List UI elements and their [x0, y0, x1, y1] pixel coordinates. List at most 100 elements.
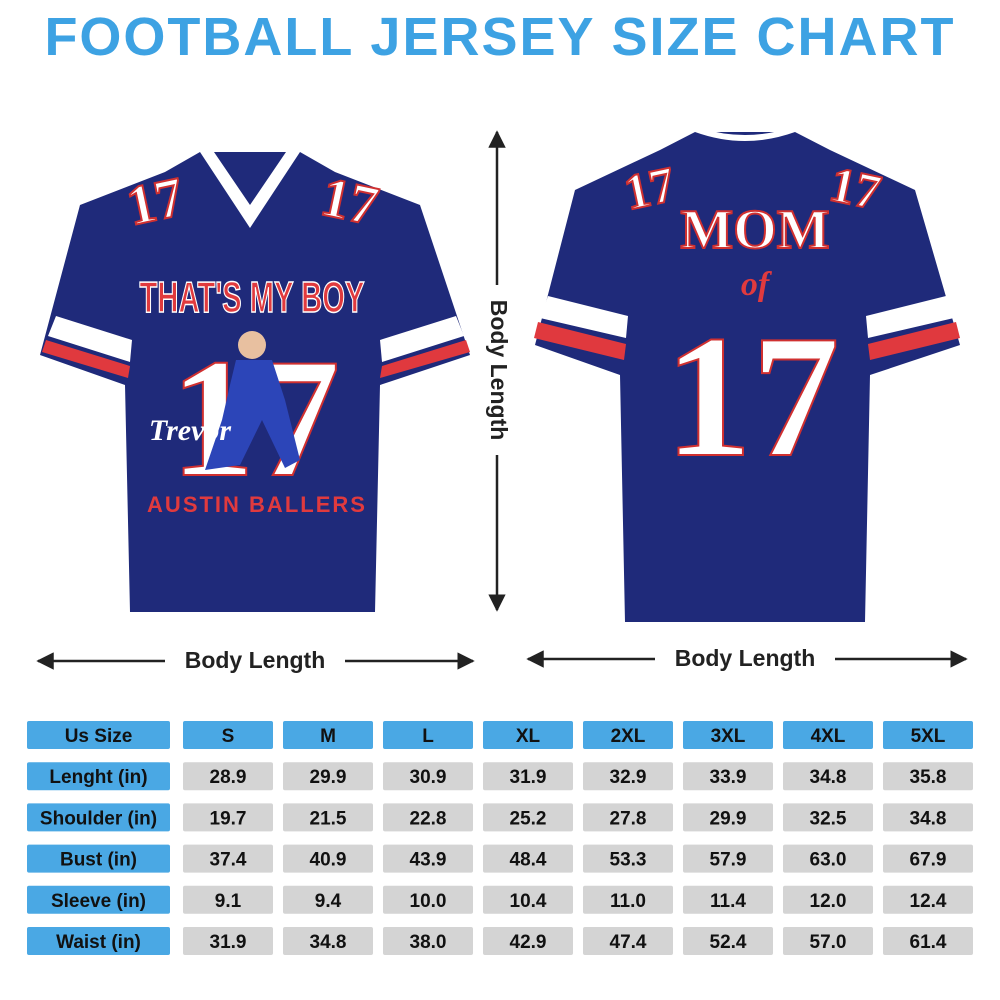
player-name: Trevor: [149, 414, 232, 447]
header-cell: [283, 721, 373, 749]
value-text: 34.8: [910, 808, 947, 829]
value-text: 37.4: [210, 850, 247, 871]
header-text: 5XL: [911, 726, 946, 747]
value-cell: [883, 927, 973, 955]
value-cell: [883, 844, 973, 873]
header-text: 3XL: [711, 726, 746, 747]
value-cell: [183, 927, 273, 955]
header-text: Shoulder (in): [40, 808, 157, 829]
back-title: MOM: [680, 199, 829, 261]
value-text: 35.8: [910, 767, 947, 788]
value-text: 57.0: [810, 932, 847, 953]
value-cell: [683, 927, 773, 955]
value-text: 30.9: [410, 767, 447, 788]
value-text: 29.9: [710, 808, 747, 829]
value-text: 11.4: [710, 891, 746, 912]
value-cell: [483, 762, 573, 791]
value-cell: [383, 844, 473, 873]
value-cell: [583, 927, 673, 955]
value-cell: [383, 885, 473, 914]
header-text: Bust (in): [60, 850, 137, 871]
value-text: 32.5: [810, 808, 847, 829]
value-text: 10.4: [510, 891, 547, 912]
size-table: Us Size S M L XL 2XL 3XL 4XL 5XL Lenght (in) 28.9 2…: [27, 721, 973, 955]
value-cell: [283, 885, 373, 914]
value-cell: [183, 885, 273, 914]
value-text: 53.3: [610, 850, 647, 871]
value-cell: [283, 927, 373, 955]
value-cell: [583, 762, 673, 791]
header-text: Waist (in): [56, 932, 141, 953]
back-jersey: 17 17 MOM of 17: [534, 128, 960, 622]
header-cell: [183, 721, 273, 749]
value-text: 33.9: [710, 767, 747, 788]
value-text: 31.9: [210, 932, 247, 953]
value-text: 31.9: [510, 767, 547, 788]
value-text: 38.0: [410, 932, 447, 953]
value-cell: [883, 762, 973, 791]
value-cell: [183, 803, 273, 832]
label-bg: [655, 643, 835, 675]
value-cell: [783, 762, 873, 791]
value-cell: [883, 803, 973, 832]
of-text: of: [741, 266, 773, 303]
value-text: 67.9: [910, 850, 947, 871]
value-cell: [683, 885, 773, 914]
header-cell: [27, 803, 170, 832]
value-cell: [483, 803, 573, 832]
header-text: Lenght (in): [49, 767, 147, 788]
header-text: 2XL: [611, 726, 646, 747]
header-cell: [27, 844, 170, 873]
value-text: 12.4: [910, 891, 947, 912]
value-text: 28.9: [210, 767, 247, 788]
header-text: S: [222, 726, 235, 747]
value-cell: [383, 803, 473, 832]
value-text: 47.4: [610, 932, 647, 953]
value-cell: [183, 844, 273, 873]
header-cell: [27, 927, 170, 955]
value-text: 42.9: [510, 932, 547, 953]
label-bg: [165, 645, 345, 677]
value-cell: [483, 844, 573, 873]
value-text: 10.0: [410, 891, 447, 912]
team-name: AUSTIN BALLERS: [147, 492, 367, 517]
value-text: 34.8: [310, 932, 347, 953]
value-text: 25.2: [510, 808, 547, 829]
value-text: 63.0: [810, 850, 847, 871]
header-cell: [27, 762, 170, 791]
value-cell: [683, 803, 773, 832]
value-text: 40.9: [310, 850, 347, 871]
value-cell: [283, 844, 373, 873]
value-text: 52.4: [710, 932, 747, 953]
value-cell: [483, 885, 573, 914]
header-cell: [27, 885, 170, 914]
value-cell: [283, 762, 373, 791]
value-cell: [583, 844, 673, 873]
value-cell: [583, 803, 673, 832]
value-cell: [783, 803, 873, 832]
value-cell: [683, 844, 773, 873]
value-text: 57.9: [710, 850, 747, 871]
value-text: 22.8: [410, 808, 447, 829]
header-text: Sleeve (in): [51, 891, 146, 912]
header-cell: [583, 721, 673, 749]
value-text: 48.4: [510, 850, 547, 871]
value-text: 9.1: [215, 891, 242, 912]
header-cell: [883, 721, 973, 749]
measure-label: Body Length: [486, 300, 512, 441]
value-cell: [183, 762, 273, 791]
value-cell: [783, 927, 873, 955]
value-cell: [583, 885, 673, 914]
back-number: 17: [665, 299, 840, 493]
sleeve-number: 17: [316, 166, 384, 238]
value-cell: [883, 885, 973, 914]
value-cell: [383, 927, 473, 955]
header-text: Us Size: [65, 726, 133, 747]
value-text: 9.4: [315, 891, 342, 912]
measure-label: Body Length: [675, 645, 816, 671]
front-jersey: 17 17 THAT'S MY BOY 17 Trevor AUSTIN BAL…: [40, 152, 470, 612]
sleeve-number: 17: [122, 166, 190, 238]
slogan: THAT'S MY BOY: [140, 273, 365, 322]
header-cell: [783, 721, 873, 749]
